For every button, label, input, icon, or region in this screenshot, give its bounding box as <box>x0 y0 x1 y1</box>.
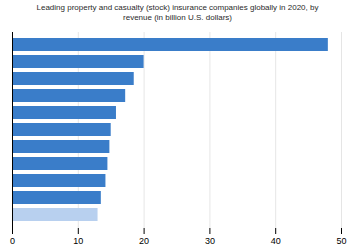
svg-text:40: 40 <box>271 236 281 246</box>
svg-text:50: 50 <box>336 236 346 246</box>
html-text:Leading property and casualty: Leading property and casualty (stock) in… <box>36 3 319 23</box>
svg-text:10: 10 <box>73 236 83 246</box>
svg-text:20: 20 <box>139 236 149 246</box>
svg-text:0: 0 <box>10 236 15 246</box>
svg-text:30: 30 <box>205 236 215 246</box>
